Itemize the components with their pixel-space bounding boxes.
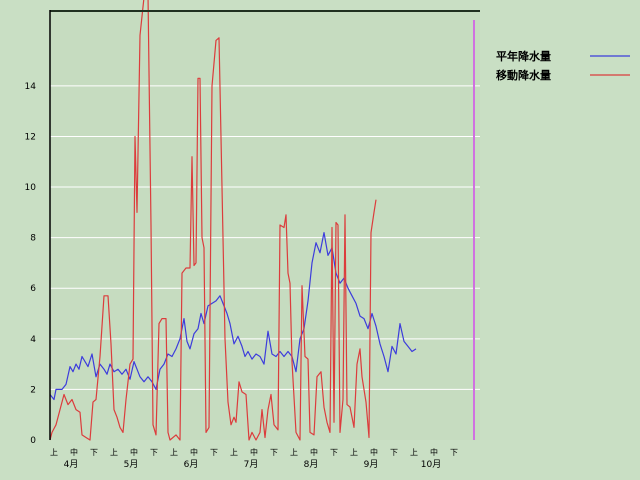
x-decade-label: 中 — [430, 447, 438, 457]
y-tick-label: 14 — [25, 82, 37, 92]
y-tick-label: 4 — [30, 335, 36, 345]
x-month-label: 6月 — [184, 459, 199, 470]
x-decade-label: 上 — [110, 448, 118, 457]
x-month-label: 10月 — [421, 459, 441, 470]
y-gridlines — [50, 85, 480, 390]
x-decade-label: 上 — [230, 448, 238, 457]
x-decade-label: 上 — [170, 448, 178, 457]
series-line-normal — [49, 232, 417, 401]
x-decade-label: 上 — [410, 448, 418, 457]
x-month-label: 8月 — [304, 459, 319, 470]
x-decade-label: 中 — [310, 447, 318, 457]
y-tick-label: 6 — [30, 284, 36, 294]
x-decade-label: 下 — [150, 448, 158, 457]
x-decade-label: 下 — [210, 448, 218, 457]
y-tick-label: 10 — [25, 183, 37, 193]
plot-area — [50, 10, 480, 440]
x-month-label: 4月 — [64, 459, 79, 470]
x-decade-label: 下 — [390, 448, 398, 457]
x-decade-label: 下 — [270, 448, 278, 457]
legend: 平年降水量 移動降水量 — [496, 49, 630, 82]
x-decade-label: 中 — [250, 447, 258, 457]
series-lines — [49, 0, 417, 441]
x-decade-label: 下 — [90, 448, 98, 457]
series-line-moving — [49, 0, 377, 441]
x-month-label: 5月 — [124, 459, 139, 470]
x-decade-label: 中 — [130, 447, 138, 457]
y-tick-label: 2 — [30, 385, 36, 395]
x-month-label: 7月 — [244, 459, 259, 470]
x-decade-label: 中 — [70, 447, 78, 457]
x-decade-label: 下 — [450, 448, 458, 457]
legend-label-normal: 平年降水量 — [496, 49, 551, 63]
x-decade-label: 下 — [330, 448, 338, 457]
x-decade-labels: 上中下上中下上中下上中下上中下上中下上中下 — [50, 447, 458, 457]
x-decade-label: 中 — [190, 447, 198, 457]
y-tick-label: 8 — [30, 234, 36, 244]
x-decade-label: 上 — [350, 448, 358, 457]
legend-label-moving: 移動降水量 — [496, 68, 551, 82]
x-month-label: 9月 — [364, 459, 379, 470]
y-axis-ticks: 0 2 4 6 8 10 12 14 — [25, 82, 37, 446]
x-decade-label: 上 — [290, 448, 298, 457]
x-month-labels: 4月 5月 6月 7月 8月 9月 10月 — [64, 459, 442, 470]
x-decade-label: 上 — [50, 448, 58, 457]
y-tick-label: 12 — [25, 132, 36, 142]
y-tick-label: 0 — [30, 436, 36, 446]
x-decade-label: 中 — [370, 447, 378, 457]
